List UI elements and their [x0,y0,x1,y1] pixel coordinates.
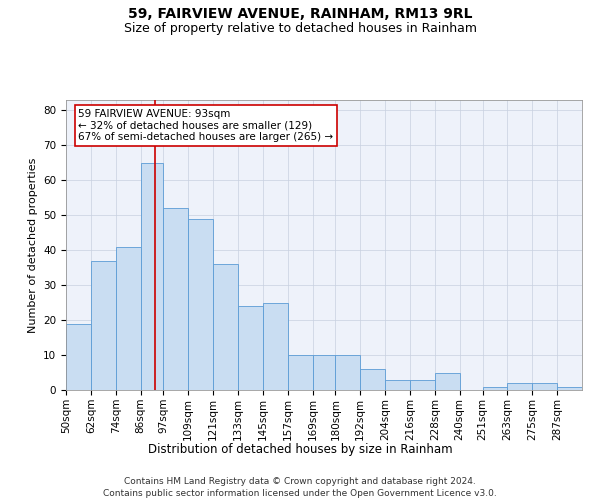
Bar [385,380,410,390]
Bar [335,355,360,390]
Bar [508,383,532,390]
Bar [213,264,238,390]
Bar [482,386,508,390]
Bar [188,219,213,390]
Text: Contains public sector information licensed under the Open Government Licence v3: Contains public sector information licen… [103,489,497,498]
Y-axis label: Number of detached properties: Number of detached properties [28,158,38,332]
Bar [163,208,188,390]
Bar [288,355,313,390]
Bar [557,386,582,390]
Text: 59, FAIRVIEW AVENUE, RAINHAM, RM13 9RL: 59, FAIRVIEW AVENUE, RAINHAM, RM13 9RL [128,8,472,22]
Bar [313,355,335,390]
Text: 59 FAIRVIEW AVENUE: 93sqm
← 32% of detached houses are smaller (129)
67% of semi: 59 FAIRVIEW AVENUE: 93sqm ← 32% of detac… [79,108,334,142]
Text: Contains HM Land Registry data © Crown copyright and database right 2024.: Contains HM Land Registry data © Crown c… [124,478,476,486]
Bar [435,372,460,390]
Bar [116,246,140,390]
Bar [66,324,91,390]
Bar [410,380,435,390]
Bar [263,302,288,390]
Bar [91,260,116,390]
Bar [532,383,557,390]
Text: Distribution of detached houses by size in Rainham: Distribution of detached houses by size … [148,442,452,456]
Bar [238,306,263,390]
Text: Size of property relative to detached houses in Rainham: Size of property relative to detached ho… [124,22,476,35]
Bar [140,163,163,390]
Bar [360,369,385,390]
